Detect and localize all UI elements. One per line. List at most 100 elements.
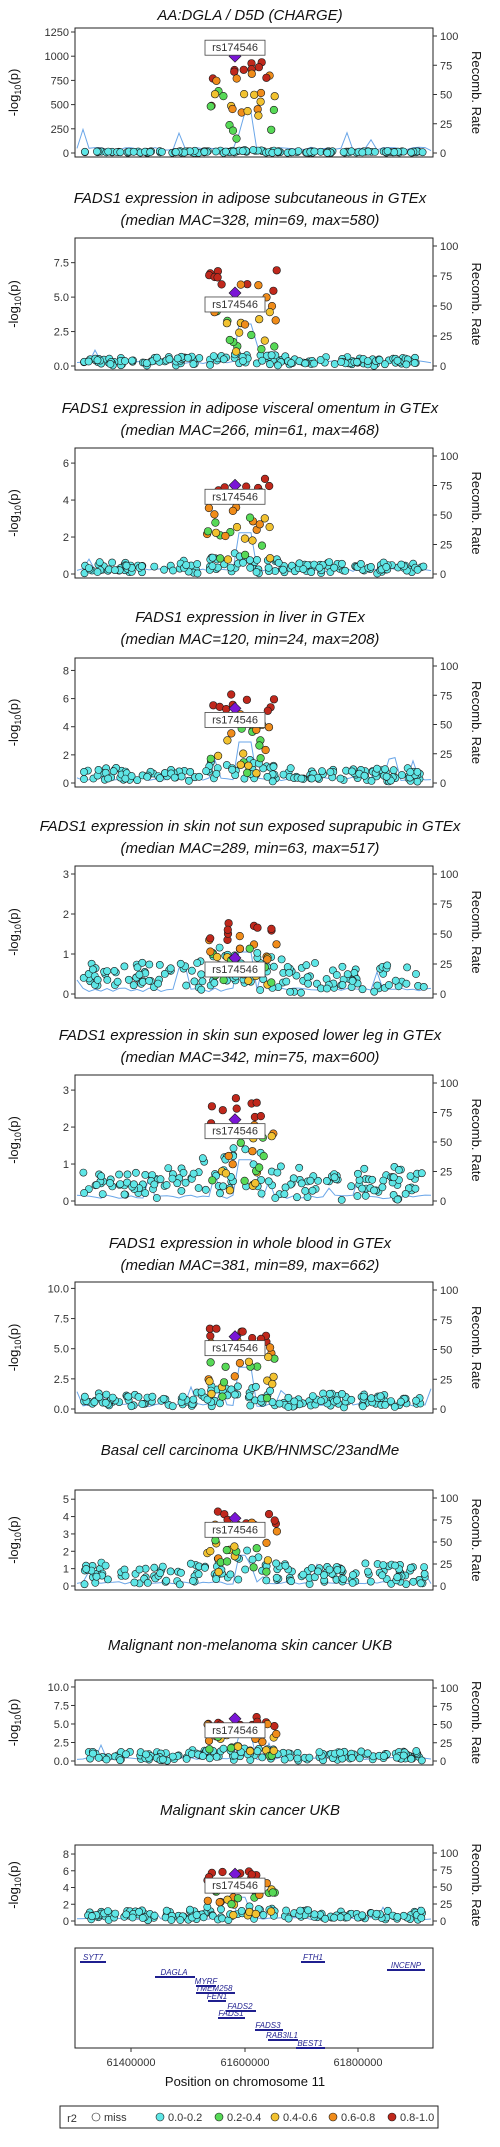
- snp-point: [394, 1166, 403, 1174]
- snp-point: [412, 970, 420, 978]
- snp-point: [307, 568, 316, 576]
- snp-point: [310, 359, 318, 368]
- y-tick-label: 7.5: [54, 1314, 69, 1326]
- y-tick-label: 2: [63, 532, 69, 544]
- right-tick-label: 75: [440, 690, 452, 702]
- snp-point: [337, 358, 345, 366]
- snp-point-ld: [223, 925, 232, 934]
- snp-point: [150, 1180, 159, 1189]
- snp-point: [178, 1392, 187, 1401]
- snp-point: [280, 1755, 289, 1764]
- legend-swatch: [155, 2112, 165, 2122]
- snp-point: [226, 563, 235, 572]
- snp-point: [80, 775, 88, 783]
- snp-point: [162, 1906, 171, 1915]
- snp-point: [420, 1570, 429, 1578]
- snp-point: [296, 1906, 305, 1915]
- snp-point: [127, 772, 136, 780]
- snp-point-ld: [208, 1176, 217, 1185]
- gene-label: TMEM258: [196, 1984, 233, 1993]
- snp-point: [412, 1396, 420, 1405]
- snp-point-ld: [225, 1186, 234, 1195]
- snp-point: [347, 147, 356, 156]
- snp-point: [104, 1575, 112, 1584]
- snp-point: [311, 959, 319, 967]
- snp-point: [336, 1748, 344, 1757]
- lead-snp-label: rs174546: [212, 964, 258, 976]
- snp-point: [337, 1196, 346, 1204]
- snp-point: [175, 1580, 184, 1589]
- y-tick-label: 0.0: [54, 361, 69, 373]
- snp-point: [297, 774, 306, 783]
- snp-point: [347, 1754, 356, 1762]
- chart-title: FADS1 expression in whole blood in GTEx: [109, 1235, 392, 1252]
- snp-point: [397, 560, 406, 569]
- snp-point: [129, 147, 138, 156]
- snp-point: [284, 1914, 293, 1923]
- snp-point: [393, 1195, 402, 1204]
- snp-point: [393, 356, 402, 365]
- snp-point-ld: [222, 704, 231, 714]
- snp-point: [122, 561, 131, 570]
- snp-point: [373, 764, 381, 773]
- right-tick-label: 25: [440, 540, 452, 552]
- snp-point: [401, 1190, 410, 1198]
- right-tick-label: 75: [440, 1515, 452, 1527]
- snp-point: [288, 148, 297, 157]
- legend-label: miss: [104, 2112, 127, 2124]
- snp-point: [93, 147, 101, 156]
- snp-point: [168, 1174, 177, 1183]
- snp-point-ld: [221, 531, 230, 541]
- snp-point: [253, 1747, 262, 1756]
- x-tick-label: 61800000: [334, 2057, 383, 2069]
- snp-point: [160, 970, 169, 978]
- snp-point: [141, 1189, 150, 1197]
- lead-snp-label: rs174546: [212, 1725, 258, 1737]
- gene-label: FADS2: [227, 2002, 253, 2011]
- snp-point-ld: [267, 978, 276, 987]
- snp-point: [379, 1752, 388, 1760]
- snp-points: [84, 1867, 426, 1925]
- snp-point: [393, 1573, 402, 1582]
- snp-point: [198, 1752, 207, 1760]
- snp-point: [154, 979, 162, 988]
- y-tick-label: 2.5: [54, 327, 69, 339]
- snp-point-ld: [228, 506, 237, 516]
- snp-point: [379, 1176, 388, 1185]
- right-axis-label: Recomb. Rate: [469, 471, 484, 554]
- snp-point: [193, 959, 202, 967]
- snp-point: [284, 1393, 293, 1402]
- snp-point: [410, 359, 419, 367]
- snp-point: [325, 1389, 334, 1398]
- snp-point-ld: [241, 550, 250, 560]
- snp-point: [259, 1911, 268, 1919]
- snp-point: [264, 1177, 273, 1186]
- snp-point: [399, 1911, 408, 1920]
- snp-point: [302, 961, 311, 970]
- snp-point: [138, 1914, 147, 1922]
- snp-point: [131, 1168, 140, 1177]
- snp-point: [200, 1563, 209, 1572]
- snp-point: [406, 1172, 415, 1180]
- snp-point: [412, 1747, 421, 1755]
- snp-point-ld: [236, 280, 245, 289]
- snp-point-ld: [205, 1377, 214, 1386]
- snp-point: [124, 975, 133, 984]
- snp-point: [123, 1170, 132, 1179]
- snp-point-ld: [267, 125, 276, 134]
- right-tick-label: 50: [440, 1882, 452, 1894]
- chart-subtitle: (median MAC=381, min=89, max=662): [121, 1257, 380, 1274]
- snp-point: [338, 981, 347, 989]
- y-axis-label: -log10(p): [6, 489, 23, 537]
- legend-label: 0.8-1.0: [400, 2112, 434, 2124]
- chart-subtitle: (median MAC=289, min=63, max=517): [121, 840, 380, 857]
- snp-point: [299, 565, 308, 573]
- snp-point-ld: [240, 1176, 249, 1185]
- snp-point: [273, 147, 282, 156]
- chart-subtitle: (median MAC=328, min=69, max=580): [121, 212, 380, 229]
- snp-point-ld: [258, 1737, 267, 1746]
- snp-point: [293, 1754, 302, 1763]
- y-tick-label: 3: [63, 1529, 69, 1541]
- right-axis-label: Recomb. Rate: [469, 1306, 484, 1389]
- snp-point: [194, 1184, 203, 1192]
